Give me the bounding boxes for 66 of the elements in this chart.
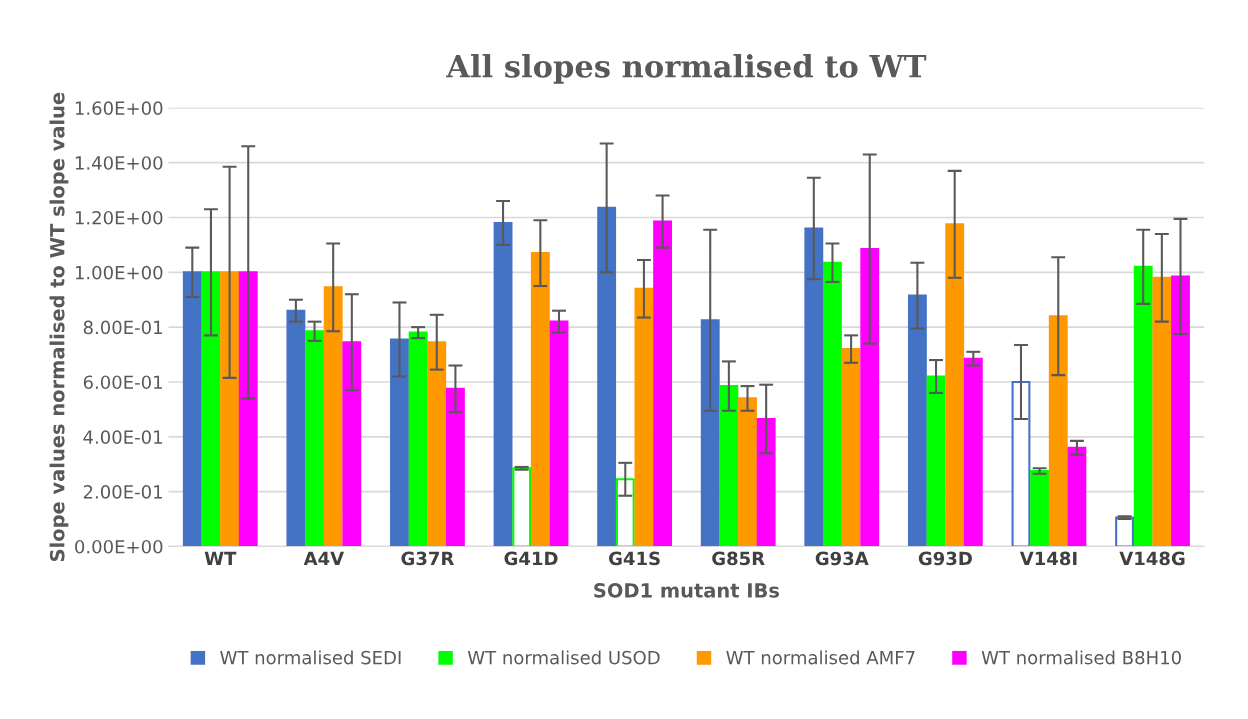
bar bbox=[1115, 516, 1134, 547]
bar bbox=[1152, 276, 1172, 547]
bar bbox=[1030, 470, 1050, 547]
bar bbox=[445, 387, 465, 547]
bar bbox=[427, 341, 447, 547]
y-tick-label: 0.00E+00 bbox=[75, 539, 163, 554]
x-tick-label: G41S bbox=[609, 551, 660, 566]
bar bbox=[342, 341, 362, 547]
bar bbox=[615, 478, 635, 547]
x-axis-title: SOD1 mutant IBs bbox=[594, 583, 779, 598]
bar bbox=[653, 220, 673, 547]
x-tick-label: V148G bbox=[1119, 551, 1185, 566]
legend-label: WT normalised AMF7 bbox=[726, 650, 915, 665]
bar bbox=[549, 320, 569, 547]
bar bbox=[238, 271, 258, 547]
bar bbox=[493, 221, 513, 547]
y-tick-label: 2.00E-01 bbox=[83, 485, 162, 499]
bar bbox=[756, 417, 776, 547]
bar bbox=[841, 348, 861, 547]
x-tick-label: V148I bbox=[1019, 551, 1077, 566]
bar bbox=[860, 247, 880, 547]
x-tick-label: A4V bbox=[303, 551, 345, 566]
bar bbox=[804, 227, 824, 547]
bar bbox=[286, 309, 306, 547]
bar bbox=[1067, 446, 1087, 547]
x-tick-label: G93D bbox=[918, 551, 972, 566]
bar bbox=[408, 331, 428, 547]
y-tick-label: 1.40E+00 bbox=[75, 156, 163, 170]
bar bbox=[597, 206, 617, 547]
x-tick-label: G41D bbox=[504, 551, 558, 566]
bar bbox=[182, 271, 202, 547]
chart-title: All slopes normalised to WT bbox=[446, 54, 927, 84]
x-tick-label: G85R bbox=[712, 551, 765, 566]
bar bbox=[1048, 315, 1068, 547]
bar bbox=[323, 286, 343, 547]
legend-label: WT normalised SEDI bbox=[220, 650, 401, 665]
x-tick-label: G93A bbox=[815, 551, 869, 566]
legend-label: WT normalised B8H10 bbox=[981, 650, 1181, 665]
bar bbox=[823, 261, 842, 547]
y-axis-title: Slope values normalised to WT slope value bbox=[49, 92, 69, 562]
x-tick-label: WT bbox=[204, 551, 237, 566]
bar bbox=[1011, 380, 1031, 547]
bar bbox=[634, 287, 654, 547]
bar bbox=[1133, 265, 1153, 547]
y-tick-label: 8.00E-01 bbox=[83, 320, 162, 335]
bar bbox=[907, 294, 927, 547]
x-tick-label: G37R bbox=[401, 551, 454, 566]
bar bbox=[201, 271, 221, 547]
bar bbox=[738, 397, 757, 547]
bar bbox=[530, 252, 550, 547]
bar bbox=[719, 385, 739, 547]
bar bbox=[700, 319, 720, 547]
y-tick-label: 1.20E+00 bbox=[75, 210, 163, 225]
y-tick-label: 1.60E+00 bbox=[75, 101, 163, 115]
bar bbox=[945, 223, 965, 547]
bar bbox=[963, 357, 983, 547]
bar bbox=[926, 375, 946, 547]
y-tick-label: 1.00E+00 bbox=[75, 265, 163, 280]
y-tick-label: 6.00E-01 bbox=[83, 375, 162, 390]
y-tick-label: 4.00E-01 bbox=[83, 430, 162, 444]
bar bbox=[512, 467, 532, 547]
bar bbox=[220, 271, 240, 547]
legend-label: WT normalised USOD bbox=[467, 650, 660, 665]
bar bbox=[305, 330, 324, 547]
bar bbox=[1171, 275, 1190, 547]
bar bbox=[390, 338, 409, 547]
